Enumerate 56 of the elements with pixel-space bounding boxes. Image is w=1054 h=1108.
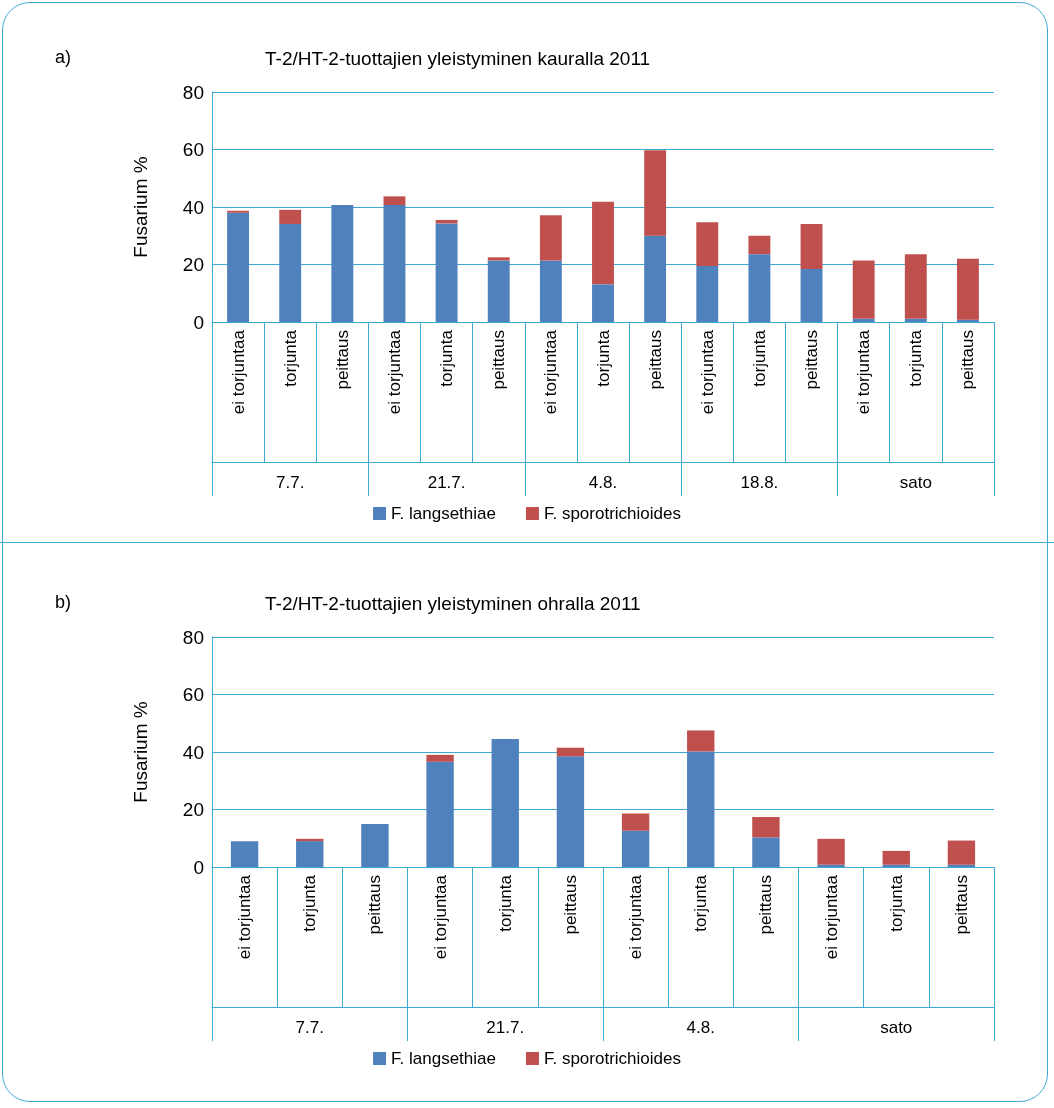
legend-label: F. sporotrichioides (543, 1049, 681, 1068)
legend-label: F. langsethiae (391, 1049, 496, 1068)
x-tick-label: ei torjuntaa (430, 874, 450, 960)
x-tick-label: peittaus (756, 875, 776, 935)
y-tick-label: 80 (182, 81, 204, 103)
y-tick-label: 40 (182, 196, 204, 218)
text: sato (899, 473, 932, 492)
x-tick-label: torjunta (906, 329, 926, 387)
x-tick-label: peittaus (365, 875, 385, 935)
text: 4.8. (588, 473, 618, 492)
x-tick-label: peittaus (489, 330, 509, 390)
y-tick-label: 60 (182, 684, 204, 705)
y-tick-label: 0 (193, 856, 204, 878)
x-tick-label: torjunta (280, 329, 300, 387)
x-tick-label: ei torjuntaa (697, 329, 717, 415)
x-tick-label: ei torjuntaa (854, 329, 874, 415)
chart-title: T-2/HT-2-tuottajien yleistyminen ohralla 2011 (265, 593, 641, 614)
x-tick-label: torjunta (300, 874, 320, 932)
x-tick-label: peittaus (951, 875, 971, 935)
y-tick-label: 40 (182, 741, 204, 763)
y-axis-title: Fusarium % (130, 701, 151, 803)
y-tick-label: 0 (193, 311, 204, 333)
x-tick-label: peittaus (645, 330, 665, 390)
x-tick-label: peittaus (802, 330, 822, 390)
x-tick-label: peittaus (958, 330, 978, 390)
x-tick-label: ei torjuntaa (235, 874, 255, 960)
x-tick-label: torjunta (749, 329, 769, 387)
text: sato (880, 1018, 913, 1037)
x-tick-label: ei torjuntaa (384, 329, 404, 415)
y-tick-label: 20 (182, 799, 204, 820)
x-tick-label: torjunta (886, 874, 906, 932)
x-tick-label: peittaus (332, 330, 352, 390)
text: 21.7. (486, 1018, 525, 1037)
y-tick-label: 60 (182, 139, 204, 160)
chart-title: T-2/HT-2-tuottajien yleistyminen kauralla 2011 (265, 48, 651, 69)
legend-label: F. langsethiae (391, 504, 496, 523)
text: 4.8. (686, 1018, 715, 1037)
y-tick-label: 20 (182, 254, 204, 275)
x-tick-label: torjunta (691, 874, 711, 932)
text: 7.7. (295, 1018, 324, 1037)
y-tick-label: 80 (182, 626, 204, 648)
x-tick-label: torjunta (495, 874, 515, 932)
y-axis-title: Fusarium % (130, 156, 151, 258)
x-tick-label: peittaus (560, 875, 580, 935)
text: 7.7. (276, 473, 305, 492)
text: 18.8. (740, 473, 779, 492)
x-tick-label: torjunta (437, 329, 457, 387)
x-tick-label: ei torjuntaa (228, 329, 248, 415)
x-tick-label: ei torjuntaa (821, 874, 841, 960)
x-tick-label: ei torjuntaa (541, 329, 561, 415)
text: b) (55, 592, 72, 612)
text: 21.7. (427, 473, 466, 492)
text: a) (55, 47, 72, 67)
x-tick-label: ei torjuntaa (626, 874, 646, 960)
x-tick-label: torjunta (593, 329, 613, 387)
legend-label: F. sporotrichioides (543, 504, 681, 523)
